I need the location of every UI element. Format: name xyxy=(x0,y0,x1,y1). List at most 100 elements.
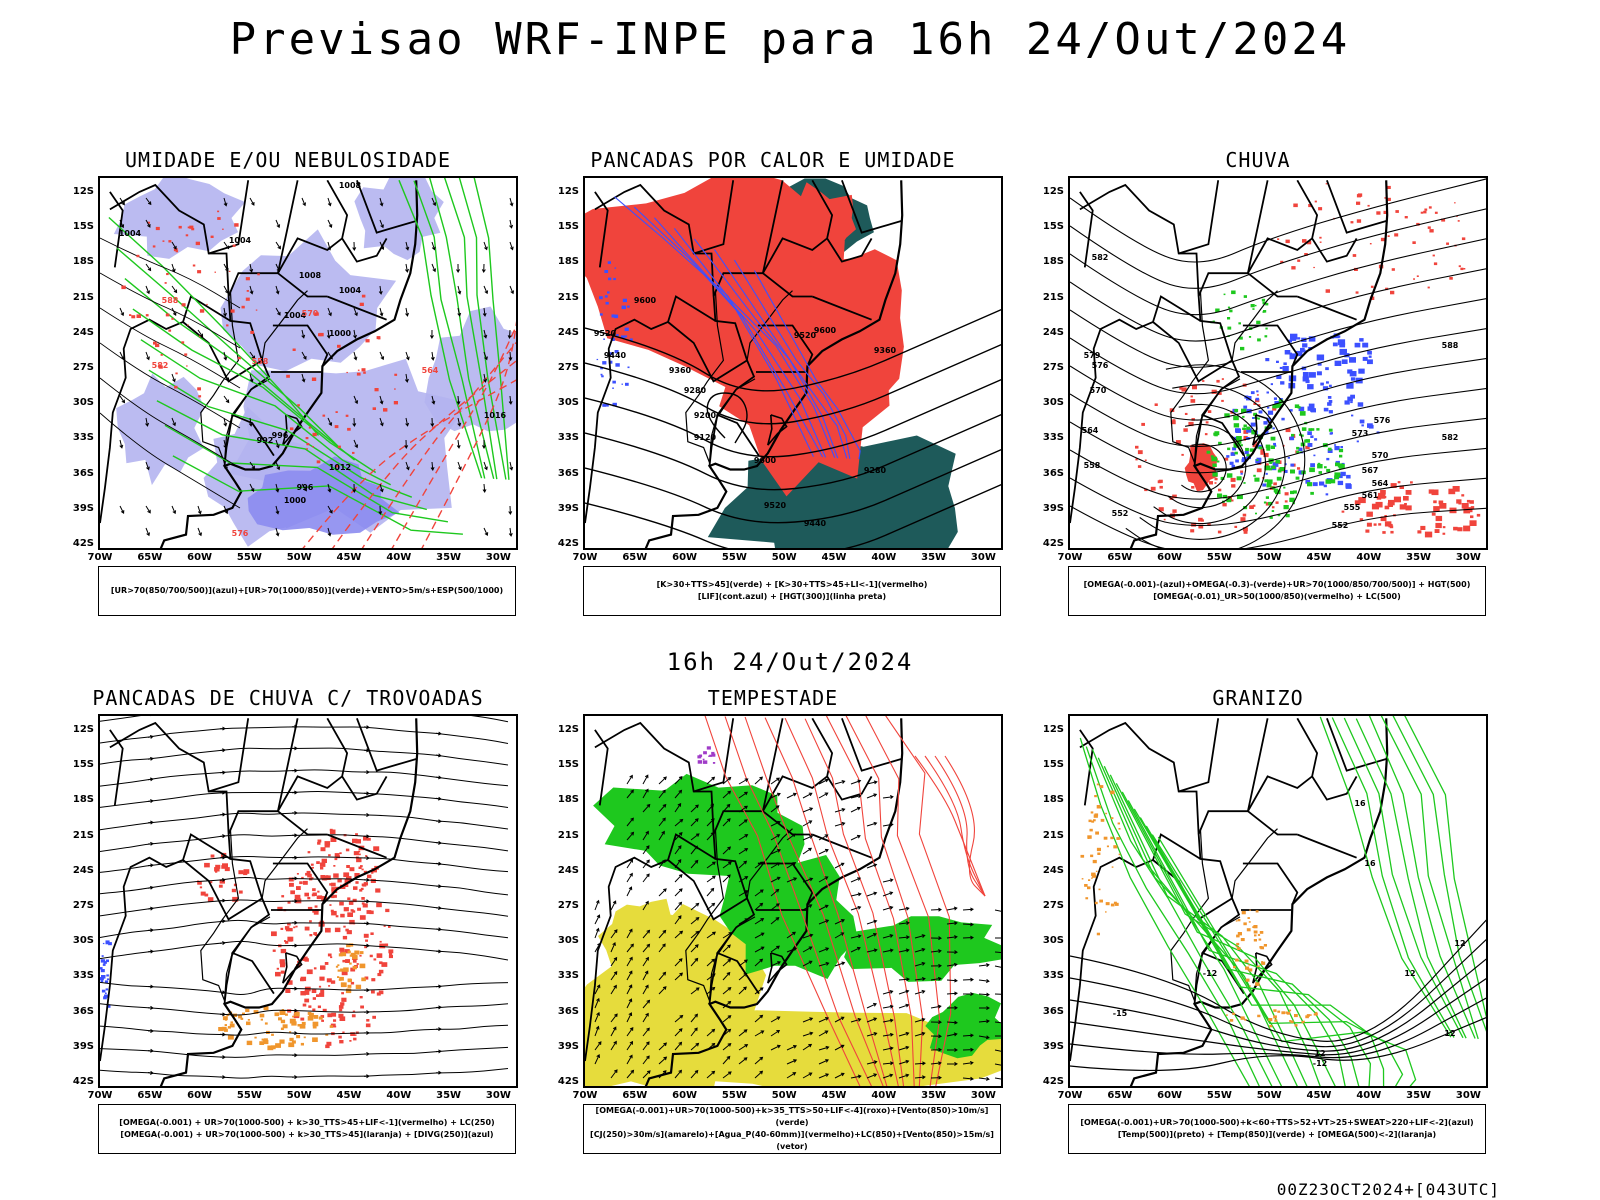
contour-label: 996 xyxy=(297,483,314,492)
instability-speckle-blue xyxy=(605,301,609,305)
divergence-fill-blue xyxy=(101,977,104,980)
wind-vector xyxy=(946,1005,958,1010)
omega-fill-orange xyxy=(1087,835,1092,839)
omega-fill-orange xyxy=(1099,899,1103,903)
wind-vector xyxy=(483,351,488,361)
thunder-fill-red xyxy=(276,967,279,970)
contour-label: 552 xyxy=(1112,509,1129,518)
political-border xyxy=(182,321,263,383)
thunder-fill-red xyxy=(337,878,342,883)
map-panel-6: GRANIZO 12S 15S 18S 21S 24S 27S 30S 33S 36S 39S 42S… xyxy=(1028,686,1488,1166)
wind-vector xyxy=(690,957,699,967)
divergence-fill-blue xyxy=(105,940,110,944)
rain-fill-red xyxy=(1297,259,1301,262)
thunder-fill-red xyxy=(373,846,380,852)
wind-vector xyxy=(834,808,846,813)
wind-vector xyxy=(275,461,281,471)
rain-fill-blue xyxy=(1367,423,1373,428)
wind-vector xyxy=(642,845,650,855)
omega-fill-orange xyxy=(1110,903,1115,907)
wind-vector xyxy=(626,1027,634,1037)
omega-fill-orange xyxy=(1303,1020,1305,1023)
wind-vector xyxy=(223,439,228,449)
thunder-fill-red xyxy=(215,870,218,873)
wind-vector xyxy=(674,888,683,897)
rain-fill-green xyxy=(1243,482,1246,484)
wind-vector xyxy=(275,307,281,316)
rain-fill-red xyxy=(1427,286,1430,289)
thunder-fill-red xyxy=(330,980,336,984)
thunder-fill-red xyxy=(326,1041,332,1046)
rain-fill-blue xyxy=(1319,481,1325,486)
rain-fill-blue xyxy=(1349,357,1356,363)
thunder-fill-red xyxy=(280,970,285,974)
thunder-fill-red xyxy=(345,928,349,932)
wind-vector xyxy=(690,1027,698,1037)
thunder-fill-red xyxy=(204,893,209,897)
thunder-fill-red xyxy=(385,943,389,946)
thunder-fill-red xyxy=(306,969,313,975)
political-border xyxy=(1311,775,1358,801)
contour-label: 9280 xyxy=(864,466,887,475)
thunder-fill-orange xyxy=(246,1040,253,1046)
wind-vector xyxy=(275,219,281,229)
rain-fill-red xyxy=(1284,500,1288,503)
streamline-arrow xyxy=(435,1049,442,1054)
rain-fill-red xyxy=(1460,267,1464,271)
wind-vector xyxy=(690,916,700,925)
streamline-arrow xyxy=(363,943,370,948)
thickness-label-speckle xyxy=(145,314,149,317)
thunder-fill-red xyxy=(275,971,281,977)
thunder-fill-red xyxy=(339,947,345,952)
contour-label: 582 xyxy=(1442,433,1459,442)
thickness-label-speckle xyxy=(361,294,366,298)
rain-fill-green xyxy=(1266,483,1272,488)
wind-vector xyxy=(674,859,682,869)
thunder-fill-red xyxy=(222,863,228,869)
severe-fill-purple xyxy=(712,762,716,764)
latitude-tick-label: 18S xyxy=(1042,256,1064,268)
trough-contour xyxy=(1181,443,1227,493)
rain-fill-blue xyxy=(1265,358,1270,362)
rain-fill-red xyxy=(1394,233,1399,237)
thunder-fill-orange xyxy=(339,976,344,981)
wind-vector xyxy=(882,1061,894,1066)
streamline-arrow xyxy=(219,790,226,795)
thunder-fill-red xyxy=(303,880,308,885)
omega-fill-orange xyxy=(1088,879,1091,881)
wind-vector xyxy=(994,993,1001,995)
wind-vector xyxy=(119,307,125,317)
omega-fill-orange xyxy=(1118,853,1121,856)
wind-vector xyxy=(818,1045,830,1051)
wind-vector xyxy=(610,942,616,953)
rain-fill-red xyxy=(1243,430,1249,434)
thunder-fill-red xyxy=(324,841,331,846)
humidity-contour-green xyxy=(108,216,320,436)
longitude-tick-label: 55W xyxy=(1206,1090,1232,1101)
wind-vector xyxy=(658,776,667,785)
political-border xyxy=(1197,272,1248,297)
omega-fill-orange xyxy=(1096,805,1101,809)
streamline-arrow xyxy=(291,876,298,881)
pressure-isobar xyxy=(100,377,241,469)
thunder-fill-orange xyxy=(325,1033,329,1036)
rain-fill-blue xyxy=(1327,396,1332,399)
thunder-fill-red xyxy=(320,847,326,852)
omega-fill-orange xyxy=(1081,878,1084,880)
rain-fill-red xyxy=(1380,516,1387,522)
contour-label: 570 xyxy=(1090,386,1107,395)
wind-vector xyxy=(690,833,700,841)
wind-vector xyxy=(738,1057,748,1065)
thunder-fill-red xyxy=(339,1040,344,1044)
wind-vector xyxy=(610,956,618,967)
omega-fill-orange xyxy=(1258,938,1262,941)
rain-fill-red xyxy=(1272,407,1277,411)
streamline-arrow xyxy=(435,775,442,780)
divergence-fill-blue xyxy=(106,974,109,977)
wind-vector xyxy=(658,789,666,799)
humidity-contour-green xyxy=(398,179,483,479)
wind-vector xyxy=(404,439,409,449)
wind-vector xyxy=(352,483,357,493)
streamline-arrow xyxy=(435,884,442,889)
wind-vector xyxy=(301,483,307,492)
